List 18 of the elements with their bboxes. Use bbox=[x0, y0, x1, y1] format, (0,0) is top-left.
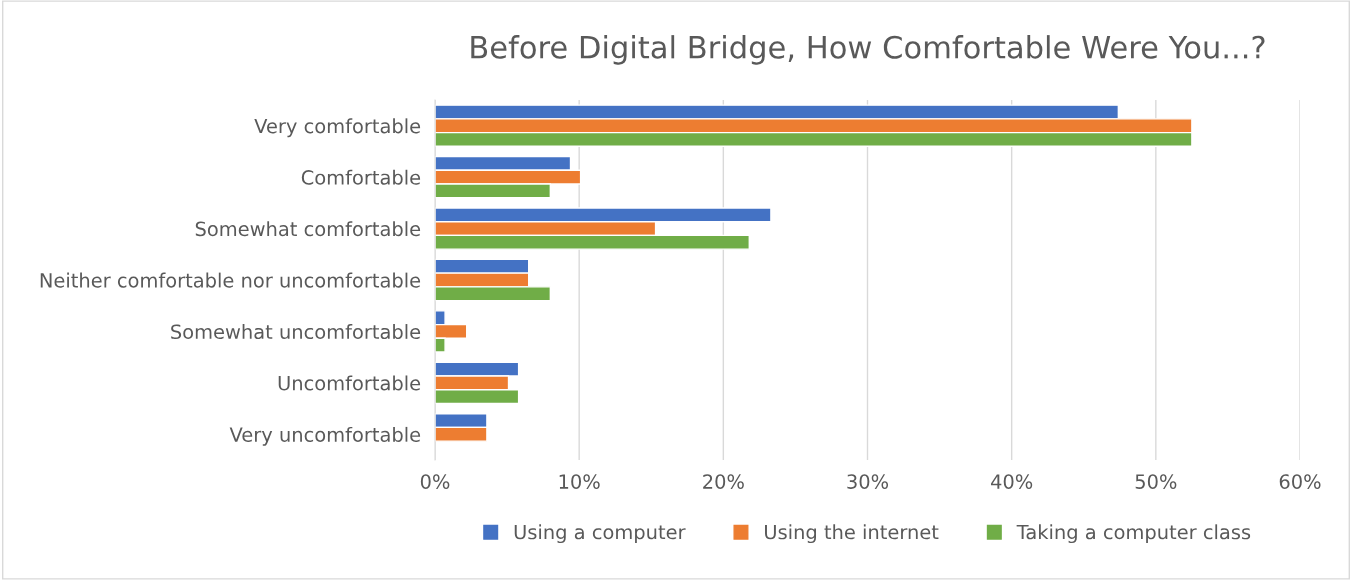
y-tick-label: Uncomfortable bbox=[278, 375, 421, 391]
x-tick-label: 20% bbox=[703, 474, 744, 489]
y-tick-label: Very comfortable bbox=[254, 118, 421, 138]
x-tick-label: 40% bbox=[991, 474, 1033, 489]
y-tick-label: Somewhat uncomfortable bbox=[171, 324, 421, 340]
y-tick-label: Neither comfortable nor uncomfortable bbox=[40, 272, 421, 288]
legend-label: Using a computer bbox=[514, 524, 686, 544]
x-tick-label: 60% bbox=[1279, 474, 1321, 489]
chart-title: Before Digital Bridge, How Comfortable Were You...? bbox=[471, 35, 1265, 65]
legend-label: Using the internet bbox=[765, 524, 939, 544]
x-tick-label: 50% bbox=[1135, 474, 1177, 489]
x-tick-label: 10% bbox=[559, 474, 600, 489]
y-tick-label: Very uncomfortable bbox=[229, 426, 421, 446]
legend-label: Taking a computer class bbox=[1016, 524, 1251, 544]
x-tick-label: 30% bbox=[847, 474, 889, 489]
x-tick-label: 0% bbox=[420, 474, 450, 489]
y-tick-label: Somewhat comfortable bbox=[195, 221, 421, 237]
y-tick-label: Comfortable bbox=[301, 169, 421, 185]
